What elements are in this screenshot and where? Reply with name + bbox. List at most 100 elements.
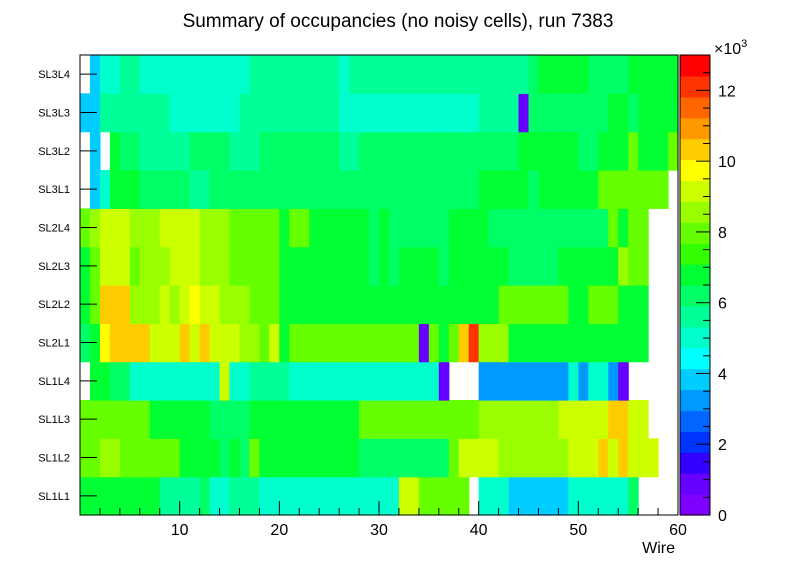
heatmap-cell-sl1l1-wire-19 — [259, 476, 270, 516]
heatmap-cell-sl3l4-wire-45 — [518, 55, 530, 94]
heatmap-cell-sl2l1-wire-31 — [379, 323, 390, 363]
heatmap-cell-sl2l4-wire-20 — [269, 208, 280, 248]
heatmap-cell-sl3l2-wire-13 — [199, 131, 211, 171]
heatmap-cell-sl2l3-wire-35 — [418, 246, 430, 286]
heatmap-cell-sl3l2-wire-47 — [538, 131, 550, 171]
heatmap-cell-sl1l2-wire-35 — [418, 438, 430, 478]
heatmap-cell-sl2l3-wire-9 — [159, 246, 171, 286]
heatmap-cell-sl3l1-wire-50 — [568, 170, 579, 209]
heatmap-cell-sl3l2-wire-27 — [339, 131, 350, 171]
heatmap-cell-sl1l1-wire-31 — [379, 476, 390, 516]
heatmap-cell-sl3l4-wire-53 — [598, 55, 609, 94]
heatmap-cell-sl1l3-wire-32 — [388, 400, 400, 439]
heatmap-cell-sl1l1-wire-7 — [139, 476, 151, 516]
heatmap-cell-sl3l4-wire-42 — [488, 55, 500, 94]
heatmap-cell-sl1l4-wire-20 — [269, 361, 280, 401]
y-tick-label-sl3l3: SL3L3 — [38, 108, 70, 120]
heatmap-cell-sl3l4-wire-15 — [219, 55, 231, 94]
heatmap-cell-sl3l3-wire-47 — [538, 93, 550, 133]
heatmap-cell-sl3l4-wire-26 — [329, 55, 340, 94]
heatmap-cell-sl3l2-wire-8 — [149, 131, 161, 171]
heatmap-cell-sl2l3-wire-53 — [598, 246, 609, 286]
heatmap-cell-sl3l2-wire-28 — [349, 131, 360, 171]
heatmap-cell-sl3l3-wire-9 — [159, 93, 171, 133]
heatmap-cell-sl3l2-wire-21 — [279, 131, 290, 171]
heatmap-cell-sl2l4-wire-41 — [478, 208, 490, 248]
heatmap-cell-sl3l1-wire-27 — [339, 170, 350, 209]
heatmap-cell-sl1l1-wire-5 — [119, 476, 131, 516]
heatmap-cell-sl3l4-wire-29 — [359, 55, 370, 94]
heatmap-cell-sl2l1-wire-38 — [448, 323, 460, 363]
heatmap-cell-sl3l3-wire-35 — [418, 93, 430, 133]
heatmap-cell-sl2l4-wire-23 — [299, 208, 310, 248]
heatmap-cell-sl2l2-wire-11 — [179, 285, 191, 324]
heatmap-cell-sl2l2-wire-20 — [269, 285, 280, 324]
heatmap-cell-sl3l2-wire-57 — [638, 131, 649, 171]
heatmap-cell-sl1l3-wire-21 — [279, 400, 290, 439]
heatmap-cell-sl1l2-wire-10 — [169, 438, 181, 478]
heatmap-cell-sl1l3-wire-44 — [508, 400, 520, 439]
heatmap-cell-sl3l4-wire-14 — [209, 55, 221, 94]
heatmap-cell-sl2l4-wire-5 — [119, 208, 131, 248]
heatmap-cell-sl1l1-wire-24 — [309, 476, 320, 516]
heatmap-cell-sl2l2-wire-46 — [528, 285, 540, 324]
y-axis: SL1L1 SL1L2 SL1L3 SL1L4 SL2L1 SL2L2 SL2L3 SL2L4… — [38, 69, 97, 503]
heatmap-cell-sl2l1-wire-29 — [359, 323, 370, 363]
heatmap-cell-sl3l4-wire-30 — [369, 55, 380, 94]
heatmap-cell-sl1l3-wire-5 — [119, 400, 131, 439]
heatmap-cell-sl3l3-wire-17 — [239, 93, 251, 133]
heatmap-cell-sl2l1-wire-20 — [269, 323, 280, 363]
heatmap-cell-sl2l1-wire-37 — [438, 323, 450, 363]
heatmap-cell-sl3l1-wire-3 — [99, 170, 111, 209]
heatmap-cell-sl2l4-wire-34 — [408, 208, 420, 248]
heatmap-cell-sl1l2-wire-6 — [129, 438, 141, 478]
heatmap-cell-sl1l2-wire-17 — [239, 438, 251, 478]
heatmap-cell-sl2l2-wire-53 — [598, 285, 609, 324]
heatmap-cell-sl1l3-wire-19 — [259, 400, 270, 439]
heatmap-cell-sl1l3-wire-14 — [209, 400, 221, 439]
heatmap-cell-sl2l3-wire-4 — [109, 246, 121, 286]
color-bar-segment-17 — [680, 138, 710, 161]
heatmap-cell-sl1l3-wire-31 — [379, 400, 390, 439]
heatmap-cell-sl1l4-wire-47 — [538, 361, 550, 401]
heatmap-cell-sl3l4-wire-8 — [149, 55, 161, 94]
heatmap-cell-sl1l1-wire-43 — [498, 476, 510, 516]
heatmap-cell-sl3l2-wire-18 — [249, 131, 260, 171]
heatmap-cell-sl2l4-wire-12 — [189, 208, 201, 248]
heatmap-cell-sl2l1-wire-5 — [119, 323, 131, 363]
heatmap-cell-sl1l1-wire-18 — [249, 476, 260, 516]
heatmap-cell-sl3l4-wire-13 — [199, 55, 211, 94]
heatmap-cell-sl2l3-wire-13 — [199, 246, 211, 286]
heatmap-cell-sl1l1-wire-25 — [319, 476, 330, 516]
heatmap-cell-sl1l2-wire-5 — [119, 438, 131, 478]
heatmap-cell-sl2l3-wire-22 — [289, 246, 300, 286]
heatmap-cell-sl2l3-wire-41 — [478, 246, 490, 286]
heatmap-cell-sl1l3-wire-8 — [149, 400, 161, 439]
heatmap-cell-sl2l4-wire-57 — [638, 208, 649, 248]
heatmap-cell-sl1l1-wire-17 — [239, 476, 251, 516]
heatmap-cell-sl2l2-wire-21 — [279, 285, 290, 324]
y-tick-label-sl1l1: SL1L1 — [38, 491, 70, 503]
heatmap-cell-sl3l1-wire-11 — [179, 170, 191, 209]
heatmap-cell-sl2l3-wire-52 — [588, 246, 599, 286]
heatmap-cell-sl2l4-wire-38 — [448, 208, 460, 248]
heatmap-cell-sl2l1-wire-34 — [408, 323, 420, 363]
heatmap-cell-sl2l2-wire-30 — [369, 285, 380, 324]
color-bar-segment-7 — [680, 347, 710, 370]
heatmap-cell-sl2l1-wire-24 — [309, 323, 320, 363]
heatmap-cell-sl3l1-wire-15 — [219, 170, 231, 209]
heatmap-cell-sl2l1-wire-15 — [219, 323, 231, 363]
heatmap-cell-sl1l1-wire-47 — [538, 476, 550, 516]
heatmap-cell-sl1l2-wire-55 — [618, 438, 629, 478]
heatmap-cell-sl1l1-wire-16 — [229, 476, 241, 516]
heatmap-cell-sl3l2-wire-58 — [648, 131, 659, 171]
heatmap-cell-sl1l3-wire-43 — [498, 400, 510, 439]
heatmap-cell-sl3l3-wire-30 — [369, 93, 380, 133]
heatmap-cell-sl3l3-wire-49 — [558, 93, 569, 133]
color-bar-segment-12 — [680, 243, 710, 265]
heatmap-cell-sl1l1-wire-29 — [359, 476, 370, 516]
heatmap-cell-sl3l4-wire-60 — [668, 55, 679, 94]
heatmap-cell-sl2l2-wire-25 — [319, 285, 330, 324]
heatmap-cell-sl2l1-wire-35 — [418, 323, 430, 363]
